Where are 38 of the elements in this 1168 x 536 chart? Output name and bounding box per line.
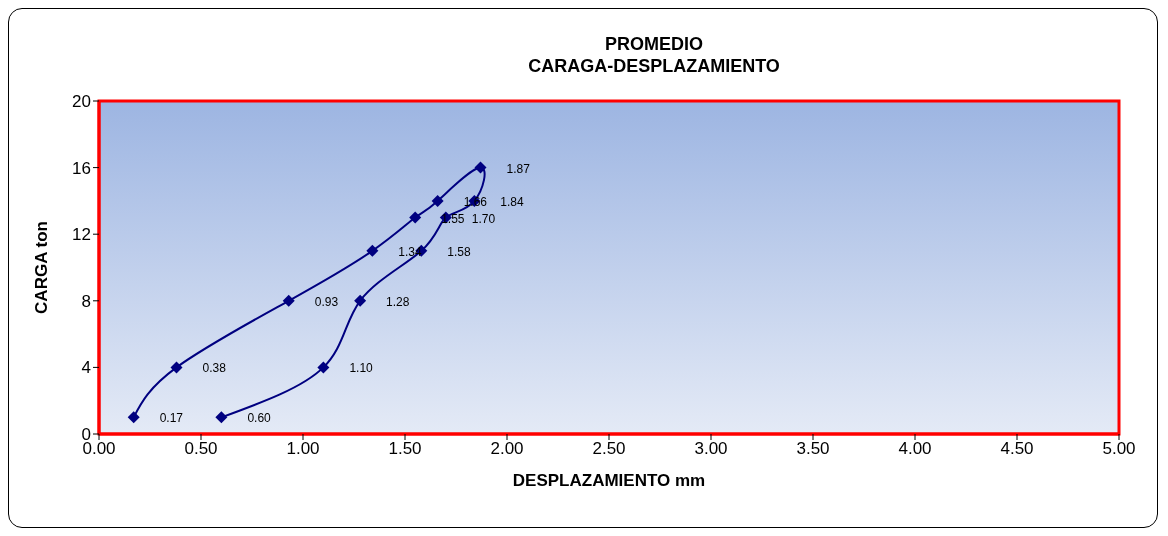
point xyxy=(282,294,295,307)
y-tick-label: 20 xyxy=(72,92,91,112)
x-tick-label: 1.50 xyxy=(388,439,422,459)
point xyxy=(127,411,140,424)
point xyxy=(366,244,379,257)
annotation: 0.38 xyxy=(202,361,227,376)
point xyxy=(170,361,183,374)
y-axis-title: CARGA ton xyxy=(32,221,52,314)
y-tick-label: 12 xyxy=(72,225,91,245)
annotation: 1.70 xyxy=(471,211,496,226)
x-tick-label: 5.00 xyxy=(1102,439,1136,459)
annotation: 1.10 xyxy=(349,361,374,376)
annotation: 1.58 xyxy=(447,244,471,259)
x-tick-label: 0.50 xyxy=(184,439,218,459)
point xyxy=(431,194,444,207)
point xyxy=(215,411,228,424)
point xyxy=(317,361,330,374)
y-tick-label: 8 xyxy=(81,291,91,311)
annotation: 1.84 xyxy=(500,194,525,209)
chart-title: PROMEDIO CARAGA-DESPLAZAMIENTO xyxy=(527,33,781,77)
annotation: 0.60 xyxy=(247,411,272,426)
y-tick-label: 16 xyxy=(72,158,91,178)
point xyxy=(474,161,487,174)
x-tick-label: 3.50 xyxy=(796,439,830,459)
point xyxy=(354,294,367,307)
annotation: 0.17 xyxy=(159,411,184,426)
y-tick-label: 4 xyxy=(81,358,91,378)
annotation: 0.93 xyxy=(314,294,339,309)
x-tick-label: 2.50 xyxy=(592,439,626,459)
x-axis-title: DESPLAZAMIENTO mm xyxy=(512,471,706,490)
x-tick-label: 4.00 xyxy=(898,439,932,459)
annotation: 1.28 xyxy=(386,294,410,309)
point xyxy=(409,211,422,224)
x-tick-label: 3.00 xyxy=(694,439,728,459)
x-tick-label: 4.50 xyxy=(1000,439,1034,459)
x-tick-label: 1.00 xyxy=(286,439,320,459)
x-tick-label: 2.00 xyxy=(490,439,524,459)
annotation: 1.87 xyxy=(506,161,531,176)
